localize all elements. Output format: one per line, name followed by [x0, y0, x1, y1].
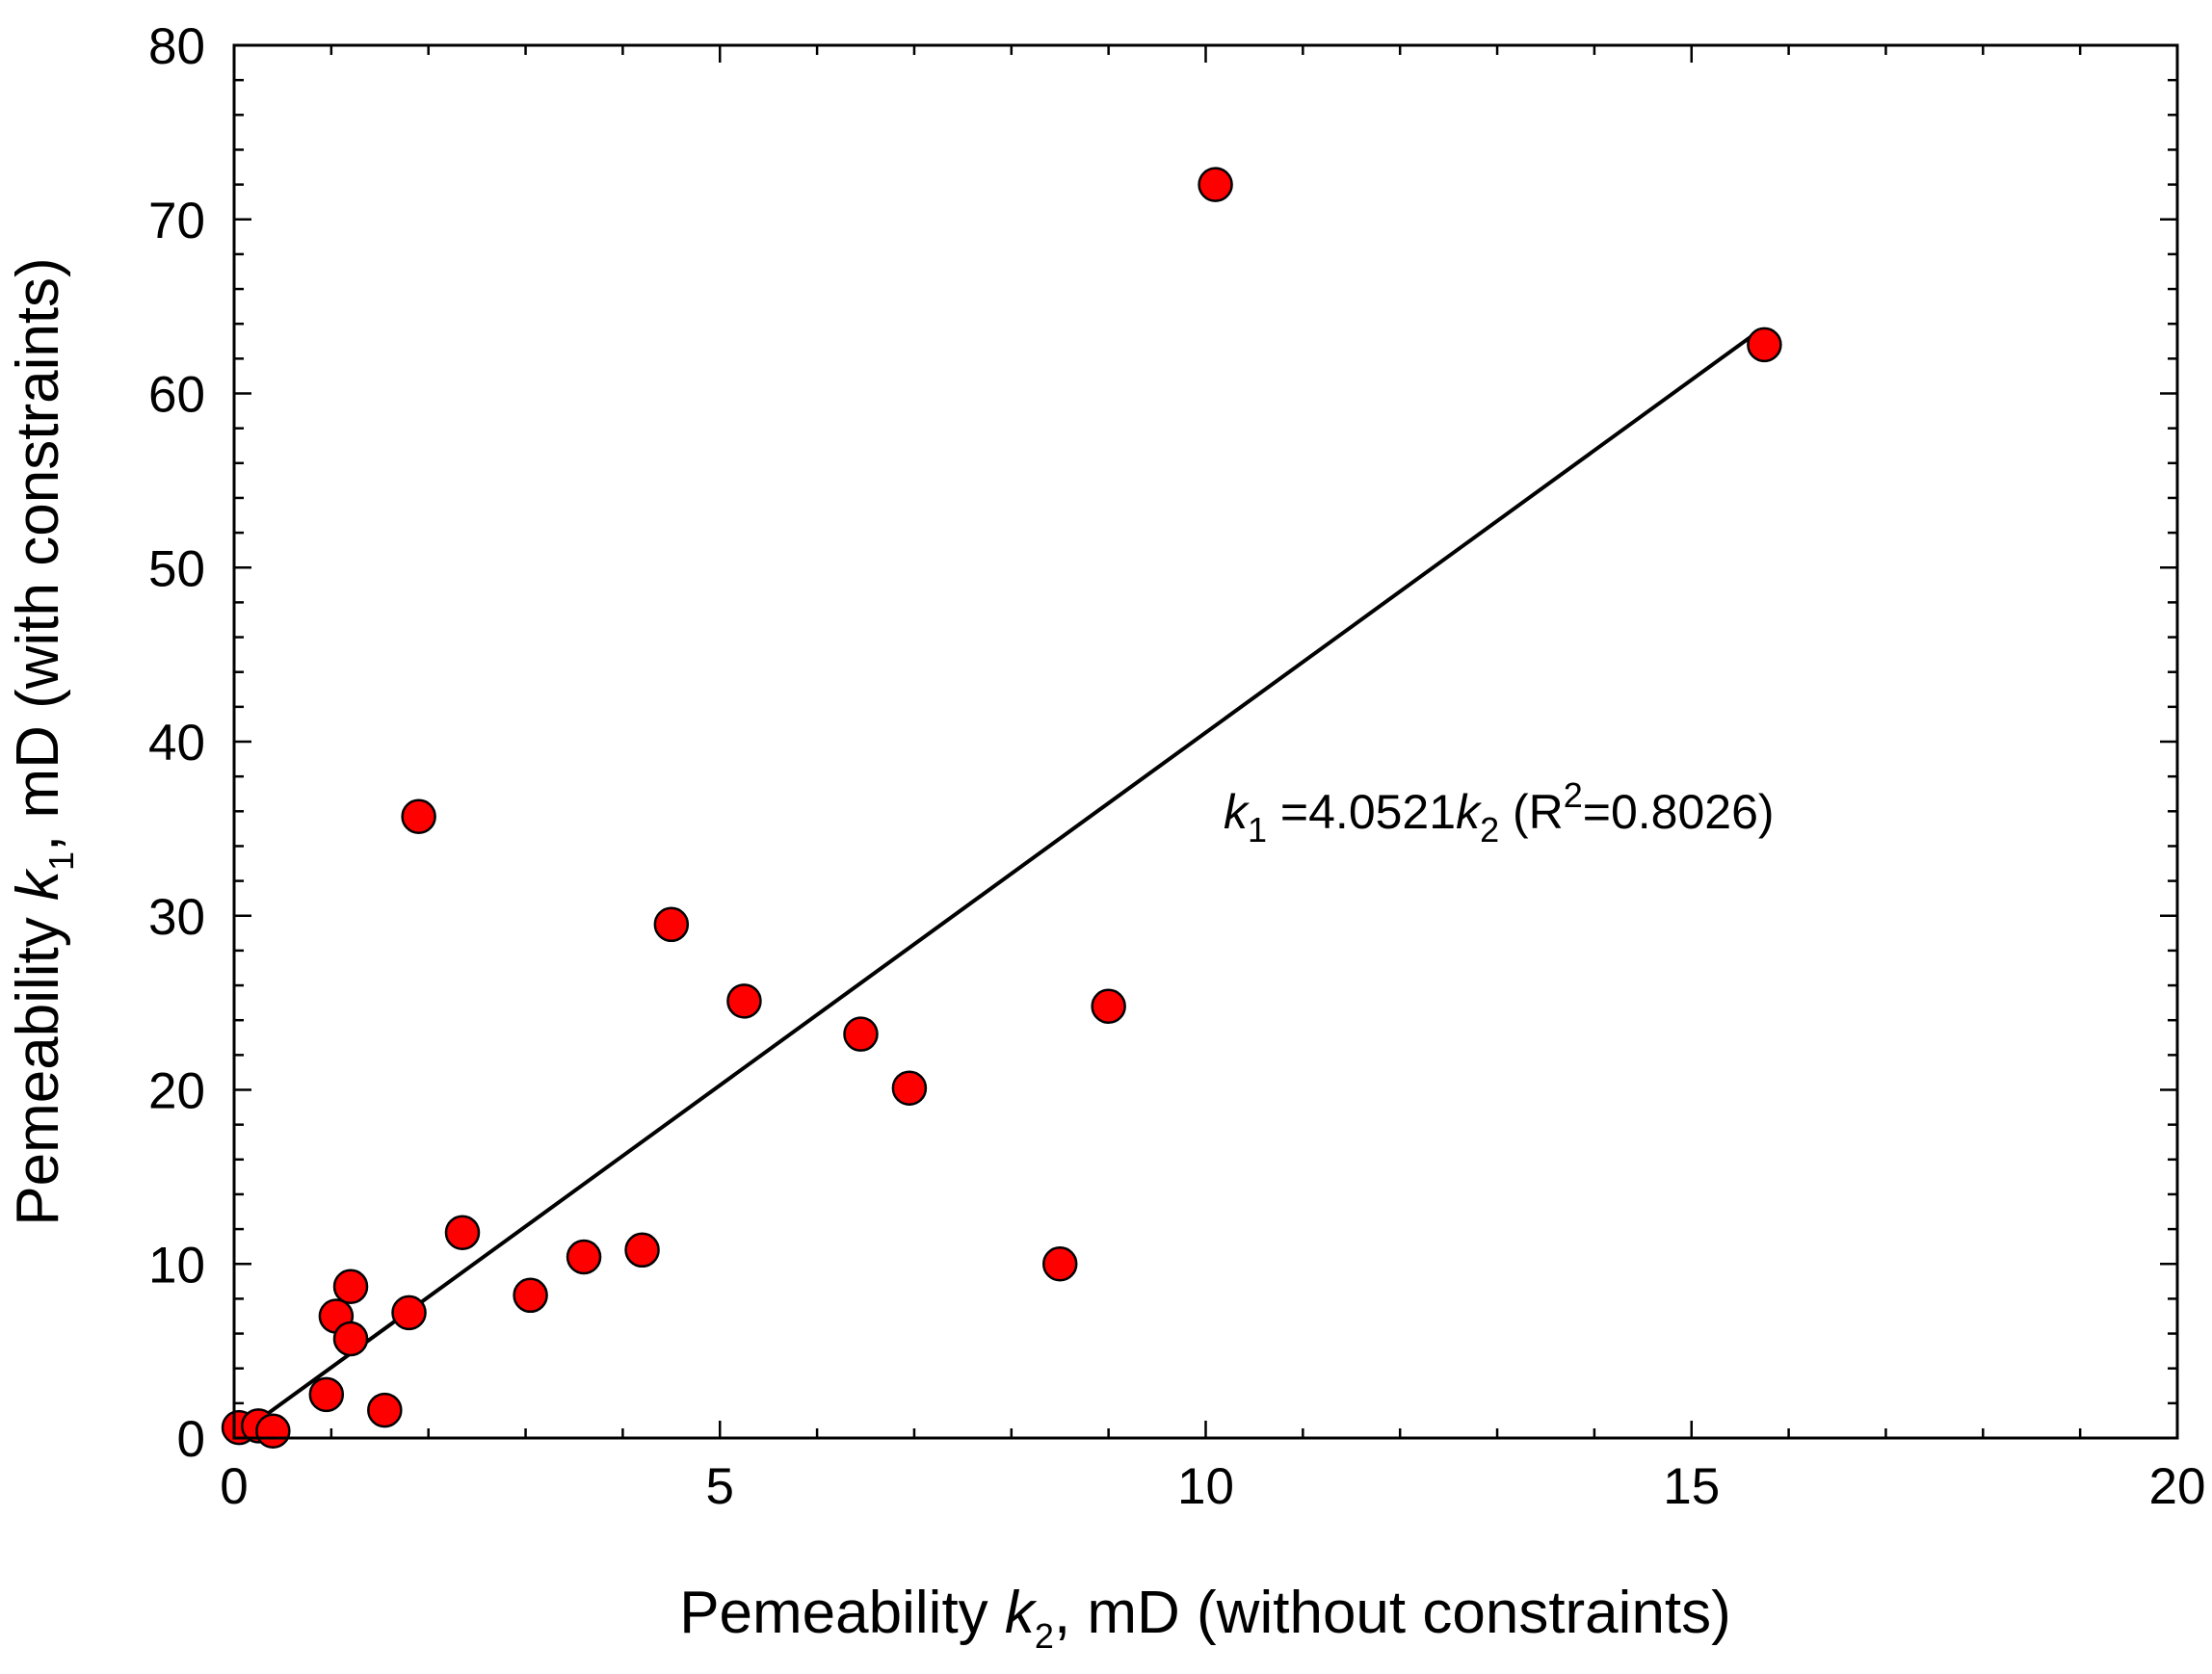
- y-tick-label: 20: [148, 1063, 205, 1120]
- data-point: [843, 1016, 879, 1052]
- eq-sub-2: 2: [1480, 810, 1499, 850]
- x-title-sub: 2: [1035, 1616, 1054, 1656]
- x-tick-label: 20: [2149, 1458, 2206, 1515]
- eq-var-k2: k: [1456, 785, 1483, 839]
- y-tick-label: 60: [148, 367, 205, 424]
- data-point: [1091, 988, 1126, 1024]
- x-title-prefix: Pemeability: [679, 1580, 1005, 1646]
- data-point: [255, 1413, 291, 1450]
- data-point: [624, 1232, 660, 1269]
- x-axis-title: Pemeability k2, mD (without constraints): [679, 1580, 1731, 1656]
- x-tick-label: 10: [1177, 1458, 1234, 1515]
- eq-r-open: (R: [1499, 785, 1564, 839]
- fit-line-layer: [242, 328, 1761, 1433]
- y-tick-label: 50: [148, 540, 205, 597]
- eq-r-sup: 2: [1564, 775, 1583, 815]
- data-point: [653, 906, 690, 943]
- data-point: [1747, 327, 1782, 363]
- y-tick-label: 40: [148, 715, 205, 772]
- data-point: [308, 1376, 345, 1413]
- y-axis-title: Pemeability k1, mD (with constraints): [5, 257, 81, 1225]
- data-point: [891, 1070, 928, 1106]
- regression-equation-label: k1 =4.0521k2 (R2=0.8026): [1224, 775, 1775, 850]
- data-point: [1198, 167, 1233, 202]
- data-point: [726, 983, 762, 1019]
- data-point: [367, 1392, 403, 1428]
- y-tick-label: 80: [148, 18, 205, 75]
- data-point: [444, 1215, 481, 1250]
- data-point: [1041, 1246, 1078, 1282]
- data-point: [566, 1239, 602, 1275]
- y-title-prefix: Pemeability: [5, 901, 71, 1226]
- data-point: [332, 1269, 369, 1304]
- eq-sub-1: 1: [1248, 810, 1267, 850]
- x-tick-label: 15: [1663, 1458, 1720, 1515]
- eq-r-close: =0.8026): [1583, 785, 1775, 839]
- y-title-suffix: , mD (with constraints): [5, 257, 71, 851]
- x-tick-label: 5: [706, 1458, 734, 1515]
- eq-coefficient: =4.0521: [1267, 785, 1456, 839]
- y-tick-label: 30: [148, 889, 205, 946]
- data-point: [332, 1321, 369, 1357]
- fit-line: [242, 328, 1761, 1433]
- y-title-sub: 1: [41, 851, 81, 871]
- tick-labels-layer: 0 5 10 15 20 0 10 20 30 40 50 60 70 80: [148, 18, 2205, 1515]
- eq-var-k1: k: [1224, 785, 1251, 839]
- y-title-var: k: [5, 868, 71, 901]
- plot-area-frame: [232, 43, 2179, 1440]
- x-title-suffix: , mD (without constraints): [1054, 1580, 1731, 1646]
- ticks-layer: [232, 43, 2179, 1440]
- data-point: [391, 1295, 427, 1331]
- y-tick-label: 0: [177, 1411, 205, 1468]
- y-tick-label: 70: [148, 193, 205, 249]
- x-title-var: k: [1005, 1580, 1038, 1646]
- data-point: [513, 1277, 548, 1314]
- x-tick-label: 0: [220, 1458, 248, 1515]
- y-tick-label: 10: [148, 1237, 205, 1294]
- data-point: [401, 798, 436, 834]
